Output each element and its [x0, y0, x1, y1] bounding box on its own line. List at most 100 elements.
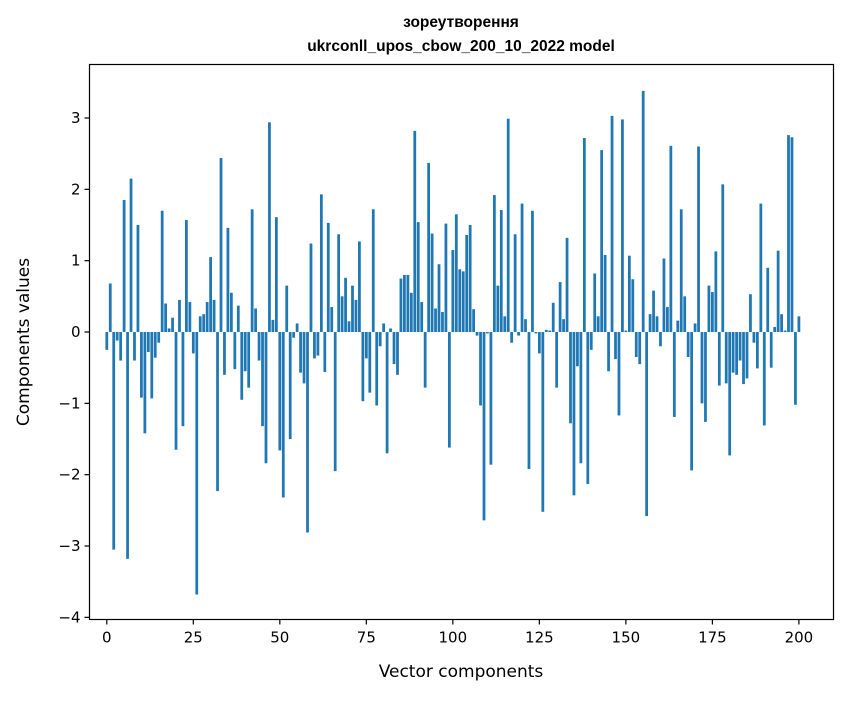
- bar: [205, 302, 209, 333]
- bar: [499, 210, 503, 333]
- bar: [724, 332, 728, 384]
- bar: [403, 274, 406, 333]
- y-tick-label: −2: [58, 466, 80, 484]
- bar: [164, 303, 168, 333]
- bar: [721, 184, 725, 333]
- bar: [627, 255, 631, 333]
- bar: [292, 332, 296, 338]
- bar: [264, 332, 268, 464]
- x-tick-label: 50: [270, 629, 289, 647]
- bar: [576, 332, 579, 367]
- bar: [178, 299, 181, 333]
- bar: [548, 330, 552, 333]
- bar: [309, 243, 313, 333]
- x-tick-label: 175: [698, 629, 727, 647]
- bar: [537, 332, 541, 354]
- bar: [413, 130, 417, 333]
- chart-title: зореутворення: [403, 14, 519, 31]
- bar: [185, 220, 188, 333]
- y-tick-label: −3: [58, 537, 80, 555]
- bars-group: [105, 90, 801, 595]
- bar: [489, 332, 493, 465]
- bar: [202, 314, 206, 333]
- bar: [254, 308, 257, 333]
- x-axis-ticks: 0 25 50 75 100 125 150 175 200: [102, 619, 813, 647]
- bar: [589, 332, 593, 350]
- bar: [565, 237, 569, 333]
- bar: [354, 299, 358, 333]
- bar: [364, 332, 368, 359]
- bar: [288, 332, 292, 440]
- bar: [281, 332, 285, 498]
- bar: [738, 332, 742, 361]
- bar: [769, 332, 773, 368]
- bar: [686, 332, 690, 357]
- bar: [399, 278, 403, 333]
- bar: [465, 234, 469, 333]
- bar: [160, 210, 164, 333]
- bar: [167, 328, 171, 333]
- x-tick-label: 125: [525, 629, 554, 647]
- y-tick-label: −1: [58, 394, 80, 412]
- bar: [510, 332, 514, 343]
- bar: [458, 269, 462, 333]
- bar: [731, 332, 735, 373]
- x-tick-label: 75: [357, 629, 376, 647]
- bar: [319, 194, 323, 333]
- bar: [306, 332, 309, 533]
- bar: [468, 225, 472, 333]
- bar: [240, 332, 244, 400]
- bar: [586, 332, 590, 484]
- bar: [157, 332, 161, 343]
- bar: [697, 146, 700, 333]
- bar: [430, 233, 434, 333]
- bar: [191, 332, 195, 354]
- bar: [558, 282, 562, 333]
- bar: [323, 332, 327, 372]
- plot-frame: [88, 63, 835, 621]
- bar: [693, 323, 697, 333]
- bar: [638, 332, 642, 365]
- bar: [797, 316, 801, 333]
- bar: [250, 209, 254, 333]
- bar: [707, 285, 711, 333]
- bar: [198, 316, 202, 333]
- bar: [672, 332, 676, 417]
- bar: [434, 308, 437, 333]
- bar: [572, 332, 576, 496]
- bar: [223, 332, 226, 375]
- bar: [555, 332, 559, 388]
- bar: [347, 321, 351, 333]
- bar: [133, 332, 136, 361]
- bar: [486, 332, 489, 334]
- bar: [136, 225, 140, 333]
- bar: [423, 332, 427, 388]
- bar: [406, 274, 410, 333]
- bar: [711, 292, 714, 333]
- bar: [340, 296, 344, 333]
- bar: [783, 330, 787, 333]
- bar: [392, 332, 396, 365]
- x-tick-label: 100: [439, 629, 468, 647]
- bar: [506, 118, 510, 333]
- bar: [534, 332, 538, 334]
- chart-subtitle: ukrconll_upos_cbow_200_10_2022 model: [307, 38, 615, 55]
- bar: [378, 332, 382, 347]
- bar: [351, 285, 354, 333]
- bar: [236, 305, 240, 333]
- bar: [735, 332, 738, 375]
- bar: [614, 332, 617, 360]
- bar: [600, 150, 604, 333]
- bar: [728, 332, 732, 456]
- bar: [610, 115, 614, 333]
- bar: [541, 332, 545, 512]
- bar: [108, 283, 112, 333]
- bar: [742, 332, 745, 385]
- bar: [188, 302, 192, 333]
- bar: [794, 332, 797, 405]
- bar: [454, 214, 458, 333]
- bar: [617, 332, 621, 416]
- bar: [631, 279, 635, 333]
- bar: [150, 332, 154, 399]
- bar: [662, 258, 666, 333]
